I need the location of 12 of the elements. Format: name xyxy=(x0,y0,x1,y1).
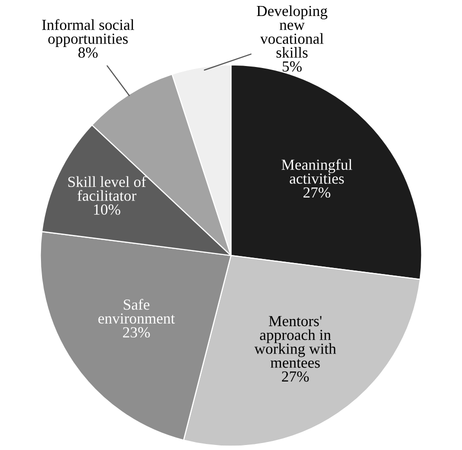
slice-label: Skill level of facilitator xyxy=(68,176,146,201)
data-label: 27% xyxy=(303,187,330,198)
data-label: 27% xyxy=(282,371,309,382)
data-label: 5% xyxy=(282,61,302,72)
slice-label: Meaningful activities xyxy=(282,158,352,184)
slice-label: Mentors' approach in working with mentees xyxy=(254,316,336,368)
data-label: 23% xyxy=(123,327,150,338)
data-label: 10% xyxy=(94,204,120,215)
slice-label: Developing new vocational skills xyxy=(256,5,328,58)
slice-label: Safe environment xyxy=(98,298,175,324)
slice-label: Informal social opportunities xyxy=(42,19,134,47)
data-label: 8% xyxy=(78,47,98,58)
